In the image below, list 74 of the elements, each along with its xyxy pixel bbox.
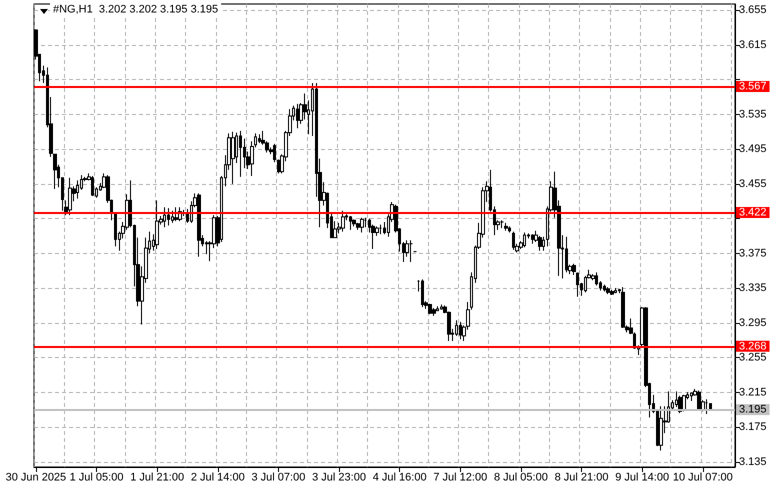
candlestick xyxy=(53,154,57,190)
y-tick-label: 3.615 xyxy=(739,38,767,51)
candlestick xyxy=(273,143,276,163)
candlestick xyxy=(349,215,352,230)
y-tick-label: 3.495 xyxy=(739,143,767,156)
candlestick xyxy=(155,200,159,250)
y-tick-label: 3.335 xyxy=(739,282,767,294)
x-tick-label: 2 Jul 14:00 xyxy=(190,472,245,484)
x-tick-label: 8 Jul 21:00 xyxy=(554,472,608,484)
y-tick-label: 3.215 xyxy=(739,386,767,398)
y-tick-label: 3.135 xyxy=(739,456,767,468)
candlestick xyxy=(542,236,545,252)
candlestick xyxy=(603,284,606,292)
candlestick xyxy=(504,222,508,232)
x-tick-label: 1 Jul 05:00 xyxy=(70,472,124,484)
candlestick xyxy=(352,218,356,227)
candlestick xyxy=(171,210,174,224)
candlestick xyxy=(174,206,178,222)
ref-line-label: 3.567 xyxy=(739,80,767,93)
candlestick xyxy=(114,212,117,247)
candlestick xyxy=(231,131,235,184)
candlestick xyxy=(621,286,625,329)
candlestick xyxy=(341,210,345,232)
candlestick xyxy=(428,303,432,315)
candlestick xyxy=(379,224,382,235)
x-tick-label: 1 Jul 21:00 xyxy=(130,472,184,484)
y-tick-label: 3.535 xyxy=(739,108,767,120)
x-tick-label: 10 Jul 07:00 xyxy=(672,472,733,484)
y-tick-label: 3.255 xyxy=(739,352,767,364)
candlestick xyxy=(296,103,299,129)
candlestick xyxy=(697,390,701,412)
y-tick-label: 3.375 xyxy=(739,247,767,260)
candlestick xyxy=(512,231,515,250)
candlestick xyxy=(197,192,201,258)
candlestick xyxy=(440,304,443,310)
y-tick-label: 3.455 xyxy=(739,178,767,190)
x-tick-label: 7 Jul 12:00 xyxy=(433,472,488,484)
candlestick xyxy=(277,158,280,174)
candlestick xyxy=(531,234,534,244)
candlestick xyxy=(690,392,693,402)
candlestick xyxy=(614,288,617,294)
candlestick xyxy=(258,134,261,144)
x-tick-label: 4 Jul 16:00 xyxy=(372,472,427,484)
x-tick-label: 9 Jul 14:00 xyxy=(615,472,670,484)
ref-line-label: 3.195 xyxy=(739,404,767,416)
candlestick xyxy=(523,232,526,248)
candlestick xyxy=(421,278,424,308)
candlestick xyxy=(239,130,242,178)
candlestick xyxy=(610,289,614,296)
candlestick xyxy=(163,206,166,228)
ref-line-label: 3.268 xyxy=(739,340,767,352)
candlestick xyxy=(167,208,170,226)
candlestick xyxy=(659,406,663,451)
candlestick xyxy=(68,177,72,216)
candlestick xyxy=(576,272,579,298)
candlestick xyxy=(360,217,364,233)
candlestick xyxy=(606,286,610,295)
y-tick-label: 3.175 xyxy=(739,421,767,434)
x-tick-label: 30 Jun 2025 xyxy=(6,472,66,484)
candlestick xyxy=(508,226,511,233)
y-tick-label: 3.655 xyxy=(739,4,767,16)
candlestick xyxy=(572,263,576,276)
candlestick xyxy=(705,398,708,415)
x-tick-label: 3 Jul 23:00 xyxy=(312,472,366,484)
candlestick xyxy=(91,175,94,196)
ref-line-label: 3.422 xyxy=(739,206,767,218)
y-tick-label: 3.295 xyxy=(739,316,767,329)
candlestick xyxy=(500,220,504,229)
chart-title: #NG,H1 3.202 3.202 3.195 3.195 xyxy=(53,4,218,16)
candlestick xyxy=(409,240,413,262)
x-tick-label: 3 Jul 07:00 xyxy=(251,472,306,484)
candlestick xyxy=(432,308,436,316)
x-tick-label: 8 Jul 05:00 xyxy=(494,472,548,484)
candlestick xyxy=(459,321,462,340)
